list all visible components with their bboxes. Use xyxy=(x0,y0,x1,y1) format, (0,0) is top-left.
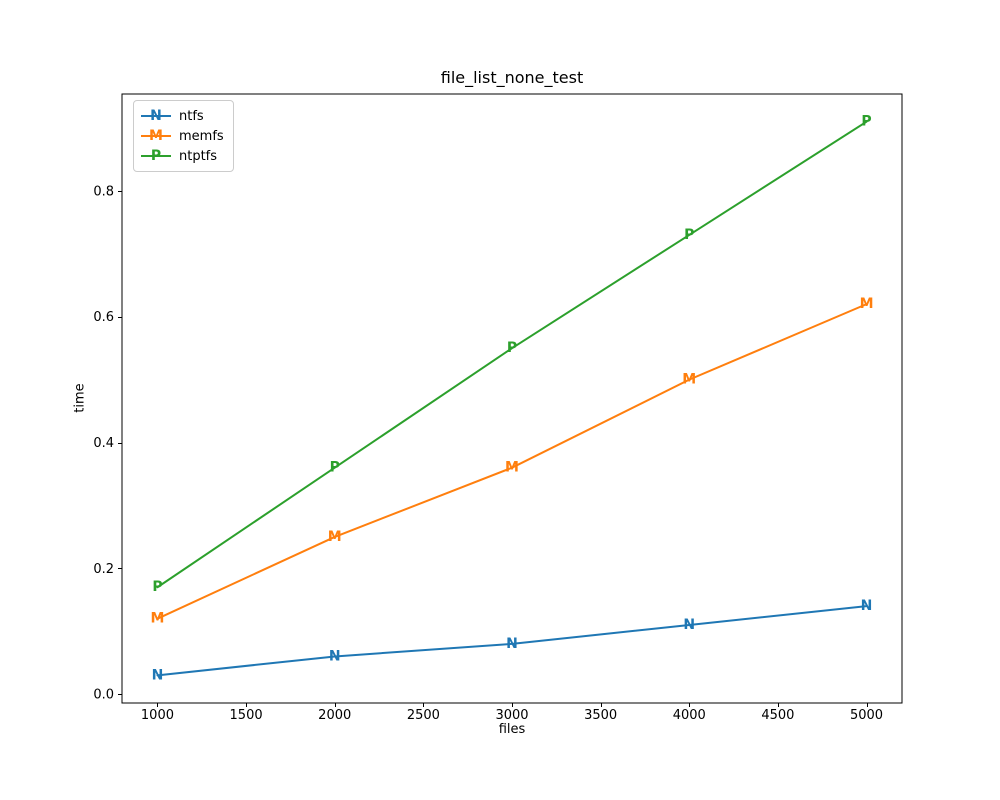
series-marker-N: N xyxy=(861,598,873,614)
series-marker-P: P xyxy=(861,114,871,130)
x-tick-label: 1000 xyxy=(141,708,174,723)
chart-title: file_list_none_test xyxy=(440,68,584,87)
series-marker-M: M xyxy=(150,611,164,627)
x-axis-label: files xyxy=(498,722,526,737)
y-tick-label: 0.0 xyxy=(93,688,114,703)
y-tick-label: 0.8 xyxy=(93,184,114,199)
y-tick-label: 0.6 xyxy=(93,310,114,325)
series-marker-M: M xyxy=(682,372,696,388)
x-tick-label: 4000 xyxy=(673,708,706,723)
legend-marker-M-icon: M xyxy=(141,127,171,145)
y-tick-label: 0.4 xyxy=(93,436,114,451)
series-line-ntfs xyxy=(156,605,868,677)
x-tick-label: 3000 xyxy=(495,708,528,723)
x-tick-label: 4500 xyxy=(761,708,794,723)
legend-marker-N-icon: N xyxy=(141,107,171,125)
series-marker-P: P xyxy=(684,227,694,243)
series-marker-P: P xyxy=(330,460,340,476)
x-tick-label: 1500 xyxy=(230,708,263,723)
series-marker-N: N xyxy=(683,617,695,633)
legend-marker-P-icon: P xyxy=(141,147,171,165)
series-marker-M: M xyxy=(505,460,519,476)
x-tick-label: 3500 xyxy=(584,708,617,723)
y-axis-label: time xyxy=(72,383,88,413)
series-marker-N: N xyxy=(329,648,341,664)
legend-label: ntptfs xyxy=(179,148,218,164)
series-line-ntptfs xyxy=(156,120,868,589)
x-tick-label: 2500 xyxy=(407,708,440,723)
legend-label: ntfs xyxy=(179,108,204,124)
y-tick-label: 0.2 xyxy=(93,562,114,577)
series-line-memfs xyxy=(156,303,868,620)
series-marker-M: M xyxy=(328,529,342,545)
legend-label: memfs xyxy=(179,128,224,144)
axes-frame xyxy=(121,93,903,704)
x-tick-label: 5000 xyxy=(850,708,883,723)
series-marker-M: M xyxy=(860,296,874,312)
series-marker-N: N xyxy=(152,667,164,683)
series-marker-P: P xyxy=(507,340,517,356)
x-tick-label: 2000 xyxy=(318,708,351,723)
series-marker-N: N xyxy=(506,636,518,652)
series-marker-P: P xyxy=(152,579,162,595)
